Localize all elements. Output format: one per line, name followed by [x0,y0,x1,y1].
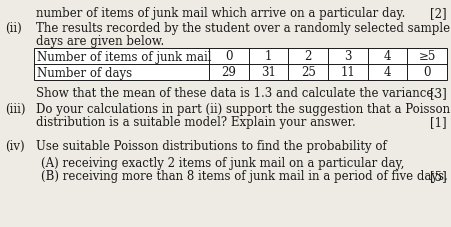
Text: (iv): (iv) [5,139,24,152]
Text: (B) receiving more than 8 items of junk mail in a period of five days.: (B) receiving more than 8 items of junk … [41,169,447,182]
Text: 25: 25 [300,66,315,79]
Text: 0: 0 [423,66,430,79]
Text: Do your calculations in part (ii) support the suggestion that a Poisson: Do your calculations in part (ii) suppor… [36,103,449,116]
Text: Show that the mean of these data is 1.3 and calculate the variance.: Show that the mean of these data is 1.3 … [36,87,436,100]
Text: The results recorded by the student over a randomly selected sample of 100: The results recorded by the student over… [36,22,451,35]
Text: (A) receiving exactly 2 items of junk mail on a particular day,: (A) receiving exactly 2 items of junk ma… [41,156,404,169]
Text: 2: 2 [304,50,311,63]
Text: 11: 11 [340,66,354,79]
Text: Number of days: Number of days [37,66,132,79]
Text: [2]: [2] [429,7,446,20]
Text: distribution is a suitable model? Explain your answer.: distribution is a suitable model? Explai… [36,116,355,128]
Text: 29: 29 [221,66,236,79]
Text: Use suitable Poisson distributions to find the probability of: Use suitable Poisson distributions to fi… [36,139,386,152]
Text: number of items of junk mail which arrive on a particular day.: number of items of junk mail which arriv… [36,7,405,20]
Text: 31: 31 [261,66,275,79]
Text: 3: 3 [343,50,351,63]
Text: ≥5: ≥5 [418,50,435,63]
Text: 1: 1 [264,50,272,63]
Text: [5]: [5] [429,169,446,182]
Text: Number of items of junk mail: Number of items of junk mail [37,50,211,63]
Text: (ii): (ii) [5,22,22,35]
Text: [3]: [3] [429,87,446,100]
Text: 0: 0 [225,50,232,63]
Text: days are given below.: days are given below. [36,35,164,48]
Text: 4: 4 [383,66,391,79]
Text: (iii): (iii) [5,103,25,116]
Text: [1]: [1] [429,116,446,128]
Text: 4: 4 [383,50,391,63]
Bar [34,49,446,81]
